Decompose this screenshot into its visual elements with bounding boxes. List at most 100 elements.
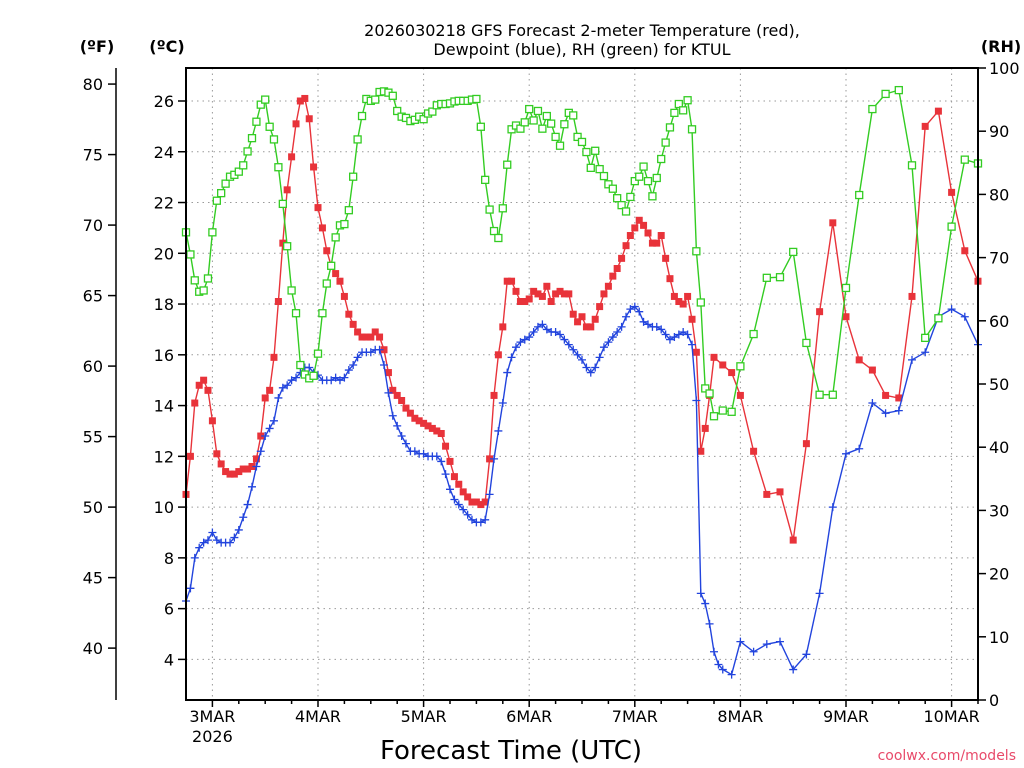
temperature-point [301,94,309,102]
dewpoint-point [652,322,661,331]
dewpoint-point [710,647,718,656]
temperature-point [736,391,744,399]
rh-point [586,163,595,173]
dewpoint-point [375,345,384,354]
rh-point [573,132,582,142]
dewpoint-point [533,322,542,331]
temperature-point [455,480,463,488]
dewpoint-point [868,399,877,408]
dewpoint-point [556,330,565,339]
dewpoint-point [481,515,490,524]
dewpoint-point [815,589,824,598]
dewpoint-point [283,381,292,390]
dewpoint-point [203,536,212,545]
x-axis-title: Forecast Time (UTC) [380,736,642,766]
temperature-point [261,394,269,402]
rh-point [516,124,525,133]
temperature-point [477,501,485,509]
rh-point [674,99,683,109]
rh-tick-label: 40 [989,438,1009,457]
temperature-point [494,351,502,359]
dewpoint-point [789,665,798,674]
rh-point [252,117,261,126]
dewpoint-point [454,500,463,509]
time-tick-label: 8MAR [717,707,763,726]
temperature-point [200,376,208,384]
dewpoint-point [490,454,499,463]
dewpoint-point [485,490,494,499]
temperature-point [908,292,916,300]
temperature-point [613,265,621,273]
temperature-point [618,254,626,262]
temperature-point [697,447,705,455]
dewpoint-point [327,376,336,385]
temperature-point [191,399,199,407]
dewpoint-point [419,449,428,458]
plot-frame [185,67,979,701]
fahrenheit-tick-label: 75 [83,146,103,165]
rh-point [709,412,719,421]
temperature-point [402,404,410,412]
temperature-point [459,488,467,496]
rh-point [318,309,327,318]
rh-point [608,184,617,193]
fahrenheit-tick-label: 50 [83,498,103,517]
rh-point [802,338,811,348]
rh-point [547,119,556,128]
fahrenheit-tick-label: 55 [83,428,103,447]
rh-point [296,360,305,370]
temperature-point [789,536,797,544]
rh-point [291,309,301,318]
rh-point [657,154,666,164]
fahrenheit-tick-label: 80 [83,75,103,94]
temperature-point [428,424,436,432]
time-tick-label: 6MAR [506,707,552,726]
dewpoint-point [657,325,666,334]
rh-tick-label: 90 [989,122,1009,141]
celsius-tick-label: 26 [154,92,174,111]
temperature-point [692,348,700,356]
temperature-point [222,468,230,476]
rh-point [428,107,437,116]
dewpoint-point [560,335,569,344]
temperature-point [371,328,379,336]
rh-point [635,172,644,181]
rh-tick-label: 80 [989,185,1009,204]
temperature-point [442,442,450,450]
rh-point [239,161,248,170]
dewpoint-point [432,452,441,461]
rh-tick-label: 30 [989,501,1009,520]
rh-point [960,155,969,164]
rh-point [327,261,336,270]
temperature-point [336,277,344,285]
rh-point [701,384,710,393]
temperature-point [292,120,300,128]
rh-point [243,147,252,156]
temperature-point [688,315,696,323]
dewpoint-point [287,376,296,385]
rh-point [665,123,675,132]
temperature-point [464,493,472,501]
chart-title-line1: 2026030218 GFS Forecast 2-meter Temperat… [364,21,800,40]
temperature-point [560,290,568,298]
rh-point [287,286,296,295]
rh-point [494,233,503,243]
dewpoint-point [498,399,507,408]
rh-point [815,390,824,399]
dewpoint-point [705,619,714,628]
dewpoint-point [380,360,388,369]
dewpoint-point [578,355,586,364]
dewpoint-point [278,383,287,392]
temperature-point [543,282,551,290]
dewpoint-point [828,503,837,512]
rh-point [577,137,587,147]
temperature-point [257,432,265,440]
temperature-point [653,239,661,247]
celsius-tick-label: 10 [154,498,174,517]
temperature-point [538,292,546,300]
temperature-point [657,232,665,240]
temperature-point [332,270,340,278]
dewpoint-point [349,360,358,369]
dewpoint-point [476,518,485,527]
temperature-point [842,313,850,321]
